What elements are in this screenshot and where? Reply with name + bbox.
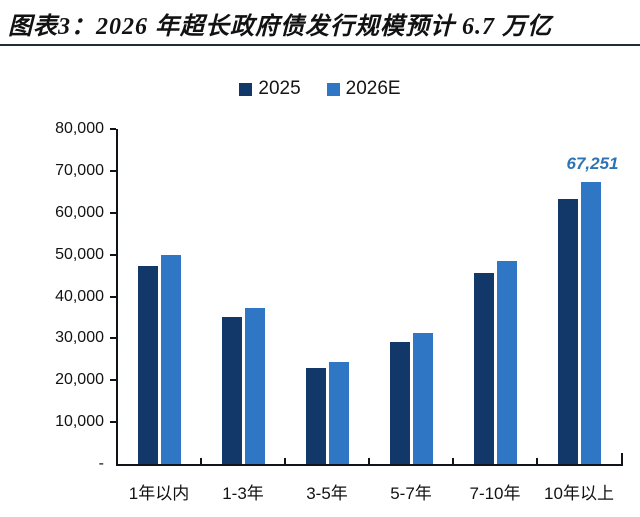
y-axis-tick (110, 169, 116, 172)
y-axis-tick (110, 211, 116, 214)
bar-2026e-5-7年 (412, 333, 433, 464)
x-axis-label: 1年以内 (128, 484, 190, 503)
y-axis-label: 10,000 (55, 413, 104, 431)
x-axis-label: 1-3年 (222, 484, 264, 503)
bar-2025-5-7年 (389, 341, 410, 464)
x-axis-tick (200, 458, 202, 464)
legend-item-2025: 2025 (239, 78, 301, 100)
y-axis-label: 80,000 (55, 120, 104, 137)
bar-2025-3-5年 (305, 367, 326, 464)
y-axis-label: 70,000 (55, 161, 104, 179)
x-axis-tick (536, 458, 538, 464)
x-axis-label: 3-5年 (306, 484, 348, 503)
y-axis-label: 60,000 (55, 203, 104, 221)
y-axis-label: 40,000 (55, 287, 104, 305)
bar-2026e-3-5年 (328, 361, 349, 464)
y-axis-tick (110, 421, 116, 424)
y-axis-label: 20,000 (55, 371, 104, 389)
bar-2025-10年以上 (557, 198, 578, 464)
y-axis-label: 50,000 (55, 245, 104, 263)
legend-label: 2026E (345, 78, 401, 99)
bar-2026e-10年以上 (580, 182, 601, 464)
chart-title: 图表3：2026 年超长政府债发行规模预计 6.7 万亿 (8, 14, 552, 40)
bar-2025-1年以内 (137, 266, 158, 464)
x-axis-tick (452, 458, 454, 464)
bar-2026e-1年以内 (160, 254, 181, 464)
bar-value-label: 67,251 (566, 154, 619, 174)
bar-2025-7-10年 (473, 273, 494, 464)
legend-swatch-icon (326, 82, 340, 96)
x-axis-end-tick (621, 453, 623, 464)
y-axis-label: 30,000 (55, 329, 104, 347)
x-axis-label: 5-7年 (390, 484, 432, 503)
y-axis-tick (110, 128, 116, 130)
title-divider (0, 44, 640, 46)
x-axis-tick (368, 458, 370, 464)
legend-label: 2025 (258, 78, 301, 99)
bar-2026e-1-3年 (244, 308, 265, 464)
y-axis-tick (110, 295, 116, 298)
legend: 2025 2026E (0, 78, 640, 100)
y-axis-line (116, 129, 118, 466)
legend-swatch-icon (239, 82, 253, 96)
y-axis-tick (110, 337, 116, 340)
y-axis-tick (110, 379, 116, 382)
x-axis-tick (284, 458, 286, 464)
bar-2025-1-3年 (221, 317, 242, 464)
x-axis-label: 7-10年 (469, 484, 521, 503)
y-axis-tick (110, 253, 116, 256)
bar-2026e-7-10年 (496, 261, 517, 464)
y-axis-label: - (98, 455, 104, 472)
x-axis-line (116, 464, 623, 466)
x-axis-label: 10年以上 (544, 484, 614, 503)
legend-item-2026e: 2026E (326, 78, 401, 100)
